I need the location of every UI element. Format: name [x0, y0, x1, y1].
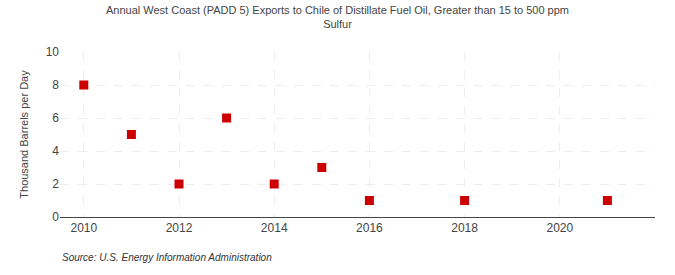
svg-text:Thousand Barrels per Day: Thousand Barrels per Day — [18, 70, 30, 199]
svg-text:2014: 2014 — [261, 221, 288, 235]
svg-text:Annual West Coast (PADD 5) Exp: Annual West Coast (PADD 5) Exports to Ch… — [106, 4, 569, 30]
svg-text:2016: 2016 — [356, 221, 383, 235]
svg-text:4: 4 — [52, 144, 59, 158]
svg-text:2012: 2012 — [166, 221, 193, 235]
svg-text:0: 0 — [52, 210, 59, 224]
svg-text:2018: 2018 — [451, 221, 478, 235]
svg-text:2010: 2010 — [70, 221, 97, 235]
svg-text:2: 2 — [52, 177, 59, 191]
svg-text:10: 10 — [46, 45, 60, 59]
svg-text:Source: U.S. Energy Informatio: Source: U.S. Energy Information Administ… — [62, 252, 272, 263]
svg-text:2020: 2020 — [546, 221, 573, 235]
svg-text:8: 8 — [52, 78, 59, 92]
svg-text:6: 6 — [52, 111, 59, 125]
